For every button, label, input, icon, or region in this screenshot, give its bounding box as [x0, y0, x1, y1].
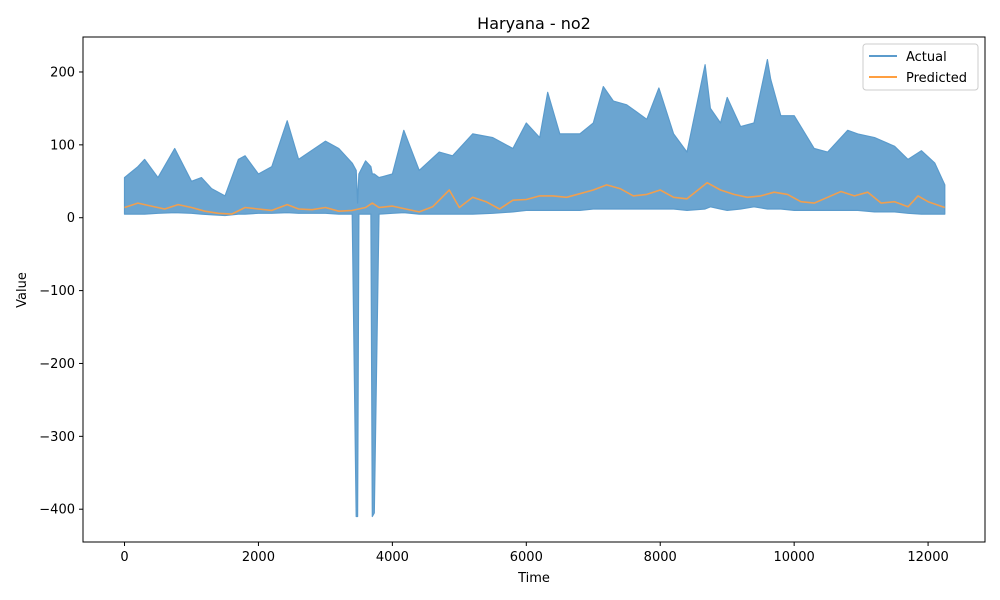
y-axis-ticks: −400 −300 −200 −100 0 100 200 — [39, 65, 83, 518]
y-tick-label: −400 — [39, 503, 75, 518]
legend: Actual Predicted — [862, 43, 979, 91]
series-actual-line — [123, 59, 946, 518]
x-tick-label: 4000 — [376, 550, 409, 565]
x-tick-label: 6000 — [510, 550, 543, 565]
y-tick-label: 200 — [50, 65, 75, 80]
chart-title: Haryana - no2 — [477, 14, 591, 33]
x-tick-label: 0 — [120, 550, 128, 565]
y-tick-label: −300 — [39, 430, 75, 445]
y-axis-title: Value — [15, 272, 30, 308]
plot-area-frame — [82, 36, 986, 543]
y-tick-label: −200 — [39, 357, 75, 372]
x-tick-label: 10000 — [773, 550, 814, 565]
x-axis-ticks: 0 2000 4000 6000 8000 10000 12000 — [120, 542, 949, 565]
x-tick-label: 2000 — [242, 550, 275, 565]
legend-label-predicted: Predicted — [906, 71, 967, 86]
series-layer — [123, 59, 946, 518]
x-axis-title: Time — [517, 571, 550, 586]
y-tick-label: 0 — [67, 211, 75, 226]
series-predicted-line — [124, 181, 946, 215]
y-tick-label: −100 — [39, 284, 75, 299]
x-tick-label: 12000 — [907, 550, 948, 565]
y-tick-label: 100 — [50, 138, 75, 153]
legend-label-actual: Actual — [906, 50, 947, 65]
x-tick-label: 8000 — [644, 550, 677, 565]
